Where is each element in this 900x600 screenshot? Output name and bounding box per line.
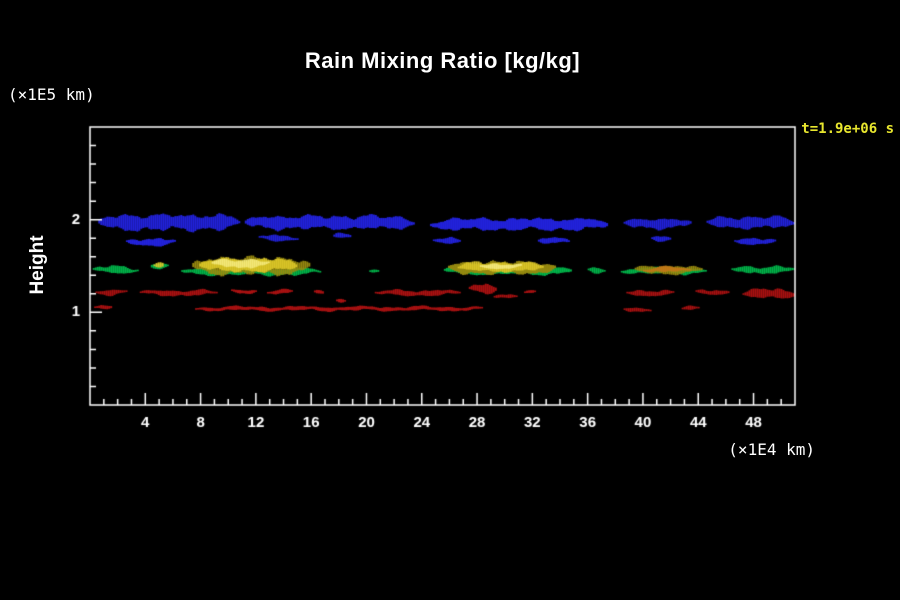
x-axis-units-label: (×1E4 km) xyxy=(728,440,815,459)
y-axis-units-label: (×1E5 km) xyxy=(8,85,95,104)
y-axis-title: Height xyxy=(27,235,48,295)
time-annotation: t=1.9e+06 s xyxy=(801,121,894,137)
chart-title: Rain Mixing Ratio [kg/kg] xyxy=(304,48,581,73)
